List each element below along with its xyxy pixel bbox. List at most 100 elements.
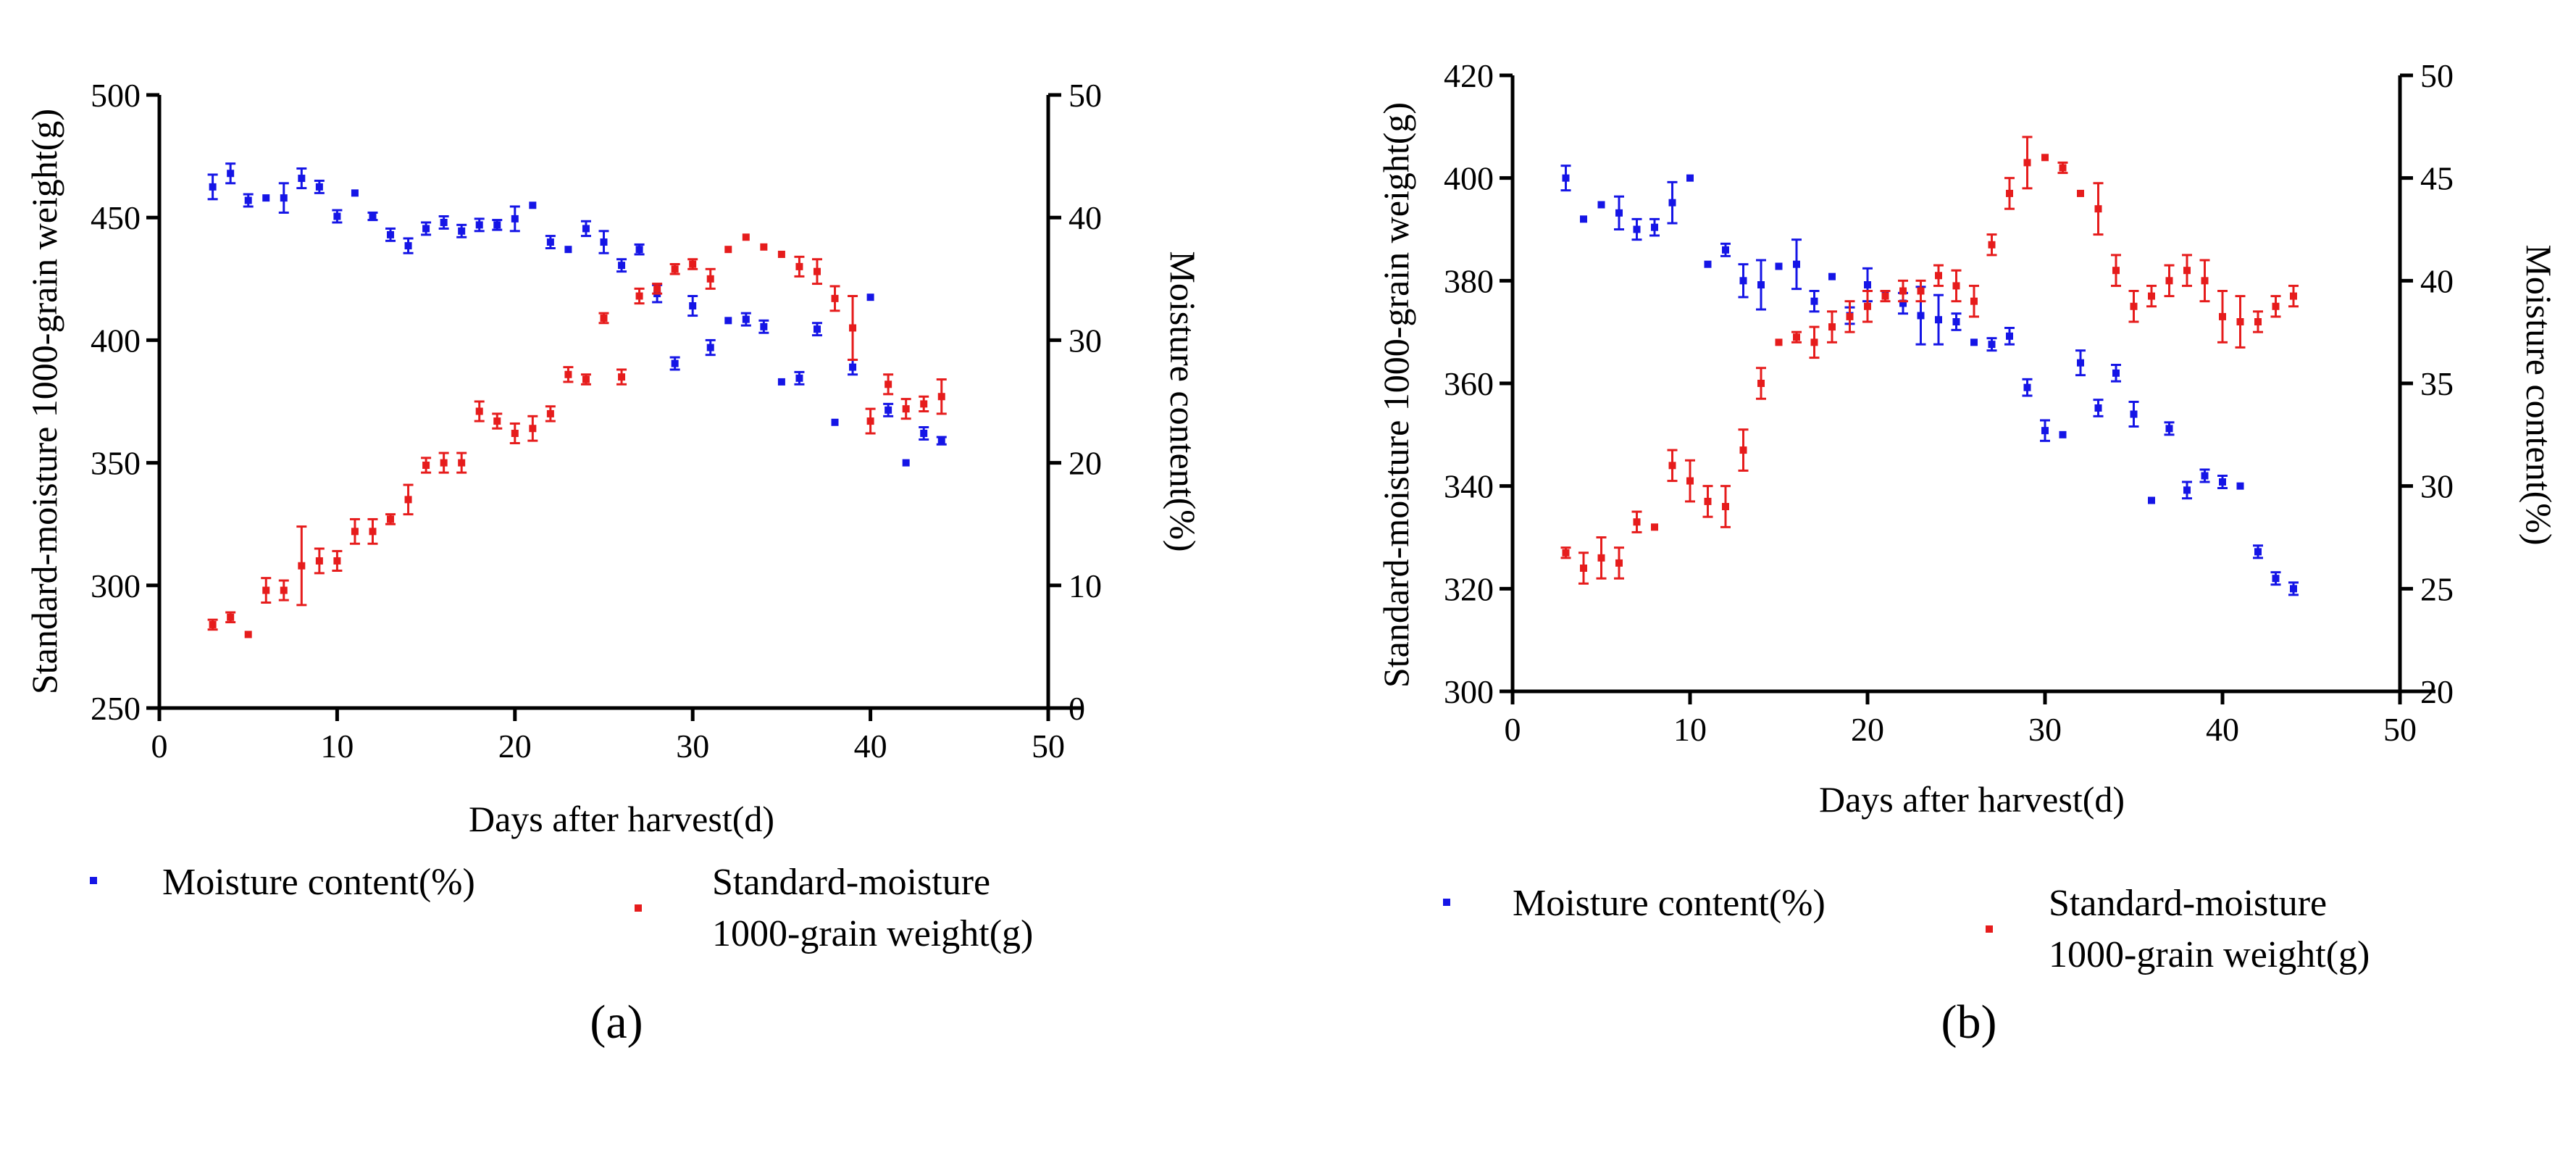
- panel-b-legend-moisture-marker: [1443, 899, 1450, 906]
- panel-a-weight-point: [829, 285, 840, 312]
- panel-b-left-y-tick-label: 360: [1444, 365, 1494, 402]
- panel-a-left-y-tick-label: 350: [91, 445, 141, 482]
- panel-a-weight-point: [760, 243, 768, 251]
- panel-a-moisture-point: [438, 215, 449, 230]
- panel-b-weight-point: [1898, 279, 1908, 303]
- panel-b-moisture-point: [1828, 272, 1836, 280]
- panel-a-moisture-point: [794, 370, 805, 386]
- panel-b-moisture-point: [2164, 421, 2175, 436]
- panel-a-x-tick-label: 20: [498, 728, 532, 765]
- panel-b-right-y-tick-label: 30: [2420, 468, 2454, 505]
- panel-b-weight-point: [2270, 295, 2281, 318]
- panel-a-label: (a): [590, 996, 643, 1049]
- panel-b-weight-point: [1775, 338, 1783, 346]
- panel-b-moisture-point: [2199, 468, 2210, 483]
- panel-a-legend-weight-label-line1: Standard-moisture: [712, 862, 990, 903]
- panel-b-weight-point: [2288, 284, 2299, 308]
- panel-b-weight-point: [1720, 485, 1731, 528]
- panel-b-moisture-point: [2217, 475, 2228, 489]
- panel-a-right-axis-label: Moisture content(%): [1163, 251, 1203, 551]
- panel-b-weight-point: [1651, 523, 1658, 531]
- panel-a: 0 10 20 30 40 5025030035040045050001020304050…: [24, 77, 1203, 1049]
- panel-b-left-y-tick-label: 420: [1444, 57, 1494, 94]
- panel-b-weight-point: [1756, 367, 1766, 400]
- panel-b-weight-point: [1614, 546, 1624, 580]
- panel-a-moisture-point: [936, 436, 947, 446]
- panel-b-x-tick-label: 40: [2206, 711, 2239, 748]
- panel-b-right-y-tick-label: 50: [2420, 57, 2454, 94]
- panel-a-weight-point: [545, 405, 556, 423]
- panel-a-weight-point: [919, 395, 929, 413]
- panel-a-moisture-point: [332, 209, 343, 224]
- panel-b-moisture-point: [2182, 480, 2192, 500]
- panel-a-weight-point: [438, 451, 449, 474]
- panel-b: 0 10 20 30 40 5030032034036038040042020253035…: [1376, 57, 2559, 1049]
- panel-a-moisture-point: [866, 294, 874, 301]
- panel-a-legend-moisture-label: Moisture content(%): [162, 862, 475, 903]
- panel-a-weight-point: [527, 415, 538, 442]
- panel-a-moisture-point: [474, 217, 485, 233]
- panel-b-weight-point: [1667, 449, 1678, 483]
- panel-a-weight-point: [580, 373, 591, 386]
- panel-b-weight-point: [2217, 290, 2228, 344]
- panel-b-weight-point: [1933, 264, 1944, 287]
- panel-b-ticks: 0 10 20 30 40 5030032034036038040042020253035…: [1444, 57, 2454, 748]
- panel-b-moisture-point: [1597, 201, 1605, 209]
- panel-a-weight-point: [669, 262, 680, 275]
- panel-a-moisture-point: [919, 426, 929, 441]
- panel-b-moisture-point: [1809, 290, 1820, 313]
- panel-a-weight-point: [777, 250, 785, 258]
- panel-a-weight-point: [296, 525, 307, 607]
- panel-b-legend-weight-label-line1: Standard-moisture: [2049, 883, 2327, 924]
- panel-a-weight-point: [883, 373, 894, 396]
- panel-b-weight-point: [1986, 233, 1997, 257]
- panel-a-moisture-point: [758, 319, 769, 334]
- panel-b-moisture-point: [2004, 327, 2015, 346]
- panel-a-moisture-point: [669, 356, 680, 371]
- panel-b-moisture-point: [2270, 571, 2281, 586]
- panel-a-moisture-point: [225, 162, 236, 185]
- panel-b-weight-point: [2235, 295, 2246, 349]
- panel-a-left-axis-label: Standard-moisture 1000-grain weight(g): [24, 109, 64, 694]
- panel-b-weight-point: [1791, 330, 1802, 344]
- panel-a-legend: Moisture content(%) Standard-moisture 10…: [90, 862, 1033, 954]
- panel-b-weight-point: [1596, 536, 1607, 580]
- panel-b-moisture-point: [1775, 262, 1783, 270]
- panel-b-weight-point: [1844, 300, 1855, 333]
- panel-a-x-tick-label: 40: [854, 728, 887, 765]
- panel-b-weight-point: [1951, 269, 1962, 303]
- panel-b-weight-point: [2077, 189, 2084, 197]
- panel-b-moisture-point: [1791, 238, 1802, 291]
- panel-a-moisture-point: [564, 246, 572, 254]
- panel-a-weight-point: [207, 618, 218, 631]
- panel-a-weight-point: [652, 283, 663, 295]
- panel-b-left-y-tick-label: 300: [1444, 673, 1494, 710]
- panel-b-right-axis-label: Moisture content(%): [2519, 244, 2559, 545]
- panel-b-moisture-point: [2093, 399, 2104, 417]
- panel-a-weight-point: [724, 246, 732, 254]
- panel-b-right-y-tick-label: 25: [2420, 570, 2454, 607]
- panel-a-moisture-point: [492, 219, 503, 231]
- panel-a-x-tick-label: 30: [676, 728, 709, 765]
- panel-b-moisture-point: [2022, 378, 2033, 397]
- panel-a-weight-point: [385, 513, 396, 525]
- panel-b-left-y-tick-label: 400: [1444, 160, 1494, 197]
- panel-b-moisture-point: [1614, 195, 1624, 230]
- panel-b-x-tick-label: 10: [1673, 711, 1707, 748]
- panel-a-right-y-tick-label: 10: [1069, 567, 1102, 604]
- panel-b-left-y-tick-label: 380: [1444, 262, 1494, 299]
- panel-a-legend-weight-label-line2: 1000-grain weight(g): [712, 913, 1033, 954]
- panel-b-weight-point: [1969, 284, 1979, 318]
- panel-a-weight-point: [742, 233, 750, 241]
- panel-a-weight-point: [794, 255, 805, 278]
- panel-b-moisture-point: [2040, 419, 2050, 442]
- panel-a-right-y-tick-label: 20: [1069, 445, 1102, 482]
- panel-a-weight-point: [865, 407, 876, 435]
- panel-a-moisture-point: [883, 402, 894, 417]
- panel-b-weight-point: [2164, 264, 2175, 298]
- panel-a-weight-point: [332, 549, 343, 572]
- panel-a-legend-moisture-marker: [90, 877, 97, 884]
- panel-b-weight-point: [1880, 290, 1891, 303]
- panel-a-moisture-point: [421, 221, 432, 236]
- panel-a-moisture-point: [687, 294, 698, 317]
